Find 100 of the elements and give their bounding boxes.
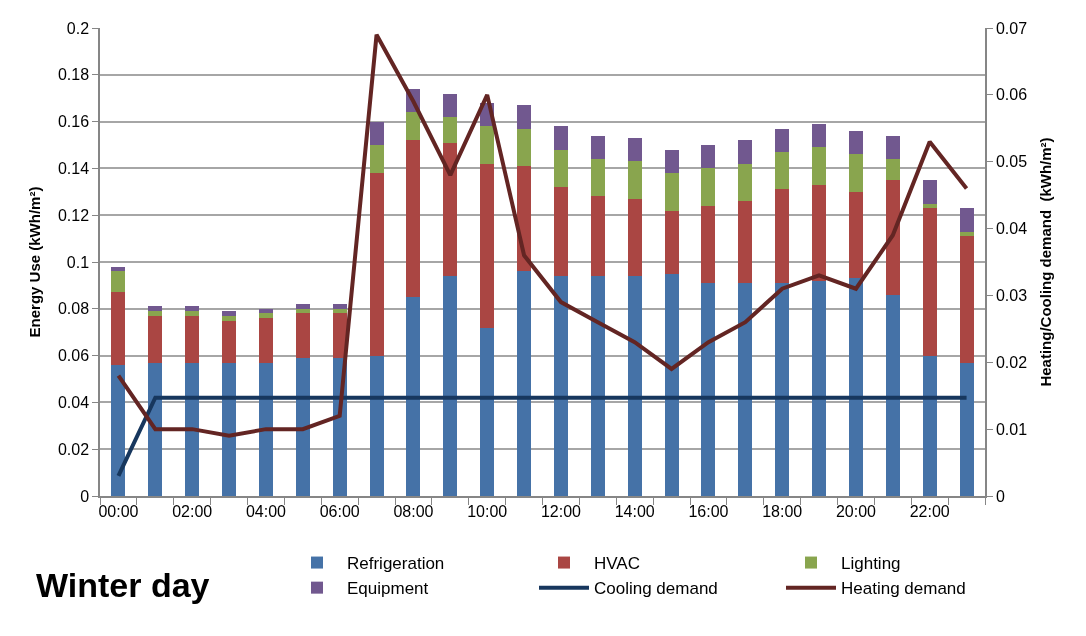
y-tick-label: 0.06	[57, 347, 90, 365]
bar	[627, 276, 642, 496]
bar	[406, 112, 421, 141]
bar	[148, 315, 163, 363]
legend-label: Refrigeration	[347, 554, 445, 574]
bar	[664, 273, 679, 496]
bar	[517, 105, 532, 129]
y-tick-label: 0.2	[66, 19, 90, 37]
bar	[738, 201, 753, 284]
bar	[517, 128, 532, 167]
bar	[148, 311, 163, 316]
text: Winter day	[36, 565, 210, 604]
bar	[111, 364, 126, 496]
bar	[885, 159, 900, 181]
bar	[553, 276, 568, 496]
bar	[222, 311, 237, 316]
bar	[185, 311, 200, 316]
y-tick-label: 0.18	[57, 66, 90, 84]
bar	[590, 276, 605, 496]
bar	[922, 180, 937, 204]
legend-label: Lighting	[841, 554, 901, 574]
bar	[701, 168, 716, 206]
bar	[590, 159, 605, 197]
bar	[812, 147, 827, 185]
bar	[848, 154, 863, 192]
bar	[295, 313, 310, 358]
y-tick-label: 0.16	[57, 113, 90, 131]
bar	[922, 355, 937, 496]
bar	[812, 123, 827, 148]
bar	[664, 210, 679, 274]
x-tick-label: 12:00	[540, 502, 582, 520]
x-tick-label: 04:00	[245, 502, 287, 520]
bar	[148, 306, 163, 312]
x-tick-label: 16:00	[688, 502, 729, 520]
bar	[664, 149, 679, 174]
y-tick-label: 0	[80, 487, 90, 505]
y2-tick-label: 0.07	[995, 19, 1028, 37]
x-tick-label: 14:00	[614, 502, 655, 520]
bar	[480, 327, 495, 496]
y2-tick-label: 0.03	[995, 287, 1028, 305]
legend-label: HVAC	[594, 554, 640, 574]
bar	[627, 137, 642, 162]
bar	[848, 191, 863, 279]
legend-label: Equipment	[347, 579, 429, 599]
bar	[775, 152, 790, 190]
bar	[111, 292, 126, 365]
x-tick-label: 02:00	[172, 502, 213, 520]
y2-tick-label: 0.04	[995, 220, 1028, 238]
x-tick-label: 10:00	[467, 502, 508, 520]
x-tick-label: 22:00	[909, 502, 950, 520]
x-tick-label: 00:00	[98, 502, 139, 520]
y2-tick-label: 0.05	[995, 153, 1028, 171]
line-series	[116, 32, 969, 438]
bar	[480, 126, 495, 164]
bar	[848, 130, 863, 155]
bar	[590, 196, 605, 277]
y2-tick-label: 0.01	[995, 420, 1028, 438]
bar	[959, 208, 974, 232]
bar	[885, 180, 900, 295]
y-tick-label: 0.04	[57, 394, 90, 411]
bar	[738, 283, 753, 496]
bar	[222, 320, 237, 363]
x-tick-label: 20:00	[835, 502, 877, 520]
y-tick-label: 0.12	[57, 206, 90, 224]
bar	[812, 184, 827, 281]
legend-label: Heating demand	[841, 579, 966, 599]
x-tick-label: 08:00	[393, 502, 434, 520]
y2-tick-label: 0.02	[995, 353, 1028, 371]
y-tick-label: 0.14	[57, 160, 90, 177]
bar	[553, 126, 568, 150]
bar	[590, 135, 605, 160]
y-axis-title: Energy Use (kWh/m²)	[25, 186, 43, 338]
bar	[885, 135, 900, 160]
y-tick-label: 0.02	[57, 440, 90, 458]
bar	[222, 362, 237, 496]
bar	[406, 297, 421, 496]
x-tick-label: 18:00	[762, 502, 803, 520]
bar	[553, 149, 568, 188]
bar	[369, 173, 384, 356]
bar	[222, 315, 237, 321]
bar	[701, 283, 716, 496]
bar	[332, 304, 347, 309]
bar	[258, 313, 273, 319]
bar	[848, 278, 863, 496]
bar	[185, 362, 200, 496]
bar	[517, 271, 532, 496]
bar	[369, 121, 384, 145]
bar	[738, 163, 753, 202]
bar	[553, 187, 568, 277]
bar	[738, 140, 753, 164]
bar	[185, 315, 200, 363]
bar	[443, 142, 458, 277]
bar	[701, 205, 716, 284]
bar	[775, 283, 790, 496]
bar	[258, 362, 273, 496]
y2-tick-label: 0.06	[995, 86, 1028, 104]
y2-axis-title: Heating/Cooling demand (kWh/m²)	[1036, 137, 1054, 387]
bar	[295, 357, 310, 496]
bar	[443, 276, 458, 496]
bar	[258, 318, 273, 363]
